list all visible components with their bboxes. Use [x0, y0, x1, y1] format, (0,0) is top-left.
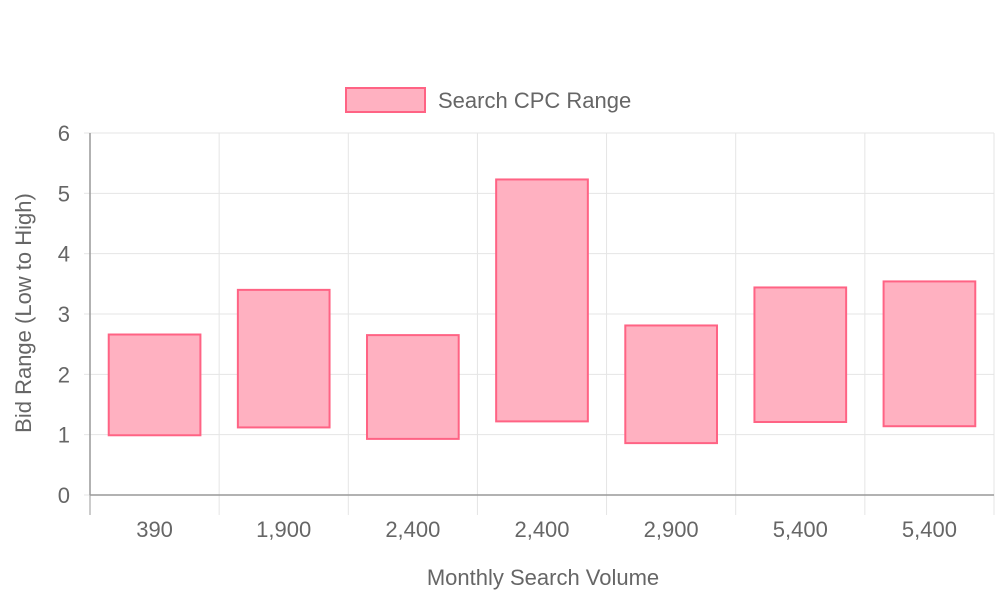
axes: 0 1 2 3 4 5 6 390 1,900 2,400 2,400 2,900 5,400 5,400 — [58, 121, 994, 542]
x-axis-title: Monthly Search Volume — [427, 565, 659, 590]
y-tick-label: 1 — [58, 423, 70, 448]
y-tick-label: 3 — [58, 302, 70, 327]
y-tick-label: 4 — [58, 242, 70, 267]
range-bar[interactable] — [495, 178, 589, 423]
y-tick-label: 2 — [58, 362, 70, 387]
x-tick-label: 390 — [136, 517, 173, 542]
y-tick-label: 0 — [58, 483, 70, 508]
x-tick-label: 1,900 — [256, 517, 311, 542]
range-bar[interactable] — [236, 288, 331, 429]
y-axis-title: Bid Range (Low to High) — [11, 193, 36, 433]
bars — [107, 178, 977, 445]
y-tick-label: 5 — [58, 181, 70, 206]
range-bar[interactable] — [753, 286, 848, 423]
x-tick-label: 2,400 — [385, 517, 440, 542]
x-tick-label: 2,400 — [514, 517, 569, 542]
range-bar[interactable] — [366, 334, 460, 440]
range-bar[interactable] — [882, 280, 977, 428]
x-tick-label: 2,900 — [644, 517, 699, 542]
range-bar[interactable] — [107, 333, 202, 437]
legend[interactable]: Search CPC Range — [345, 87, 631, 113]
y-tick-label: 6 — [58, 121, 70, 146]
range-bar[interactable] — [624, 324, 718, 445]
x-tick-label: 5,400 — [902, 517, 957, 542]
x-tick-label: 5,400 — [773, 517, 828, 542]
legend-swatch[interactable] — [345, 87, 426, 113]
legend-label[interactable]: Search CPC Range — [438, 88, 631, 113]
